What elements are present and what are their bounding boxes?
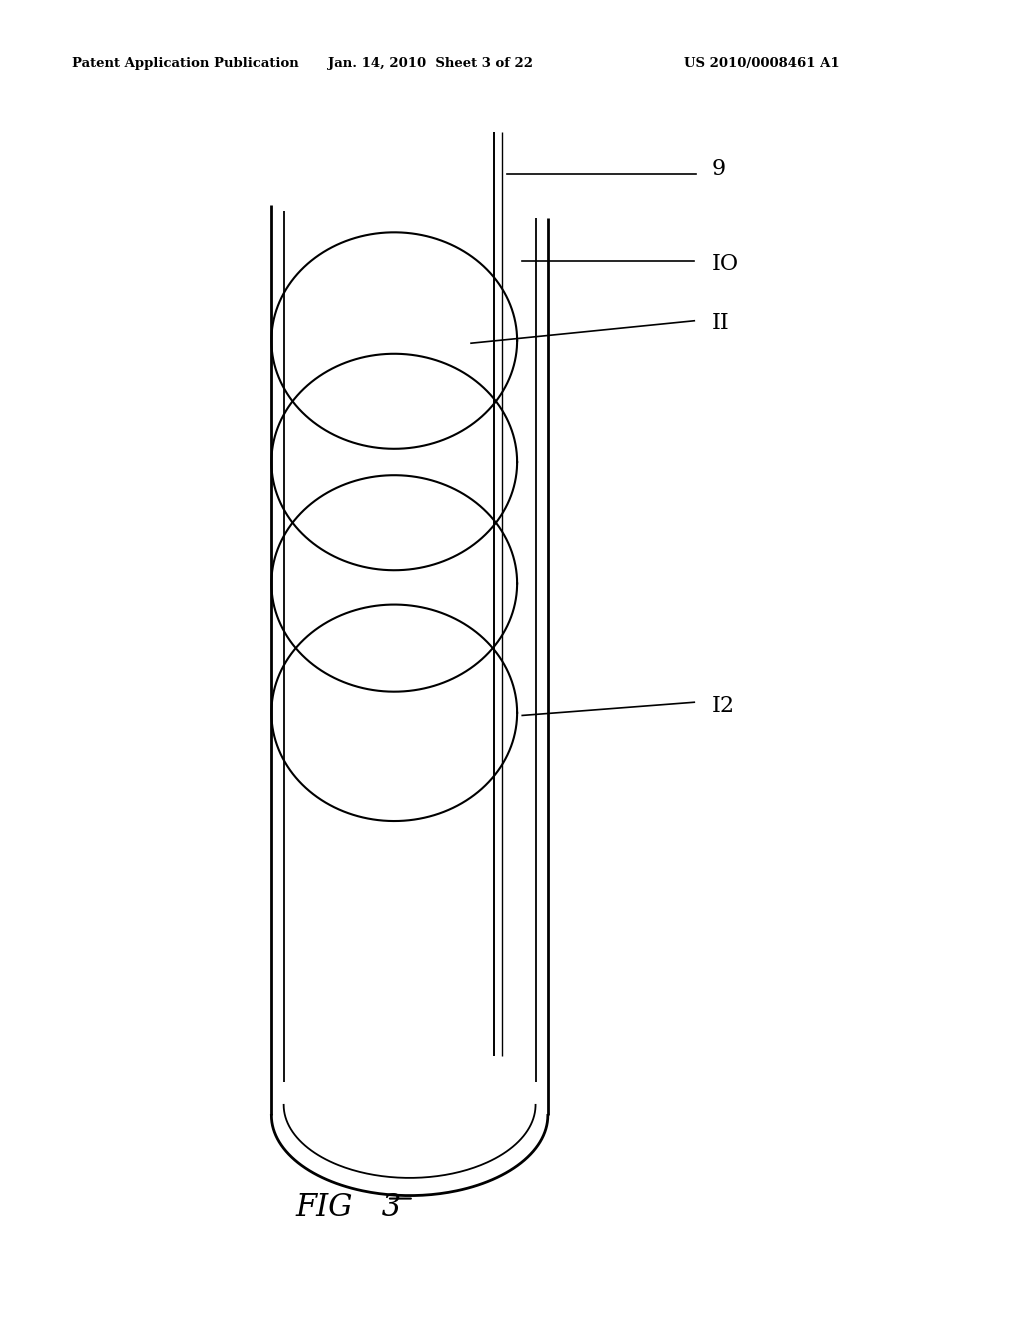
Text: 9: 9 <box>712 158 726 180</box>
Text: US 2010/0008461 A1: US 2010/0008461 A1 <box>684 57 840 70</box>
Text: I2: I2 <box>712 696 734 717</box>
Text: II: II <box>712 313 729 334</box>
Text: IO: IO <box>712 253 738 275</box>
Text: FIG   3: FIG 3 <box>295 1192 401 1224</box>
Text: Jan. 14, 2010  Sheet 3 of 22: Jan. 14, 2010 Sheet 3 of 22 <box>328 57 532 70</box>
Text: Patent Application Publication: Patent Application Publication <box>72 57 298 70</box>
